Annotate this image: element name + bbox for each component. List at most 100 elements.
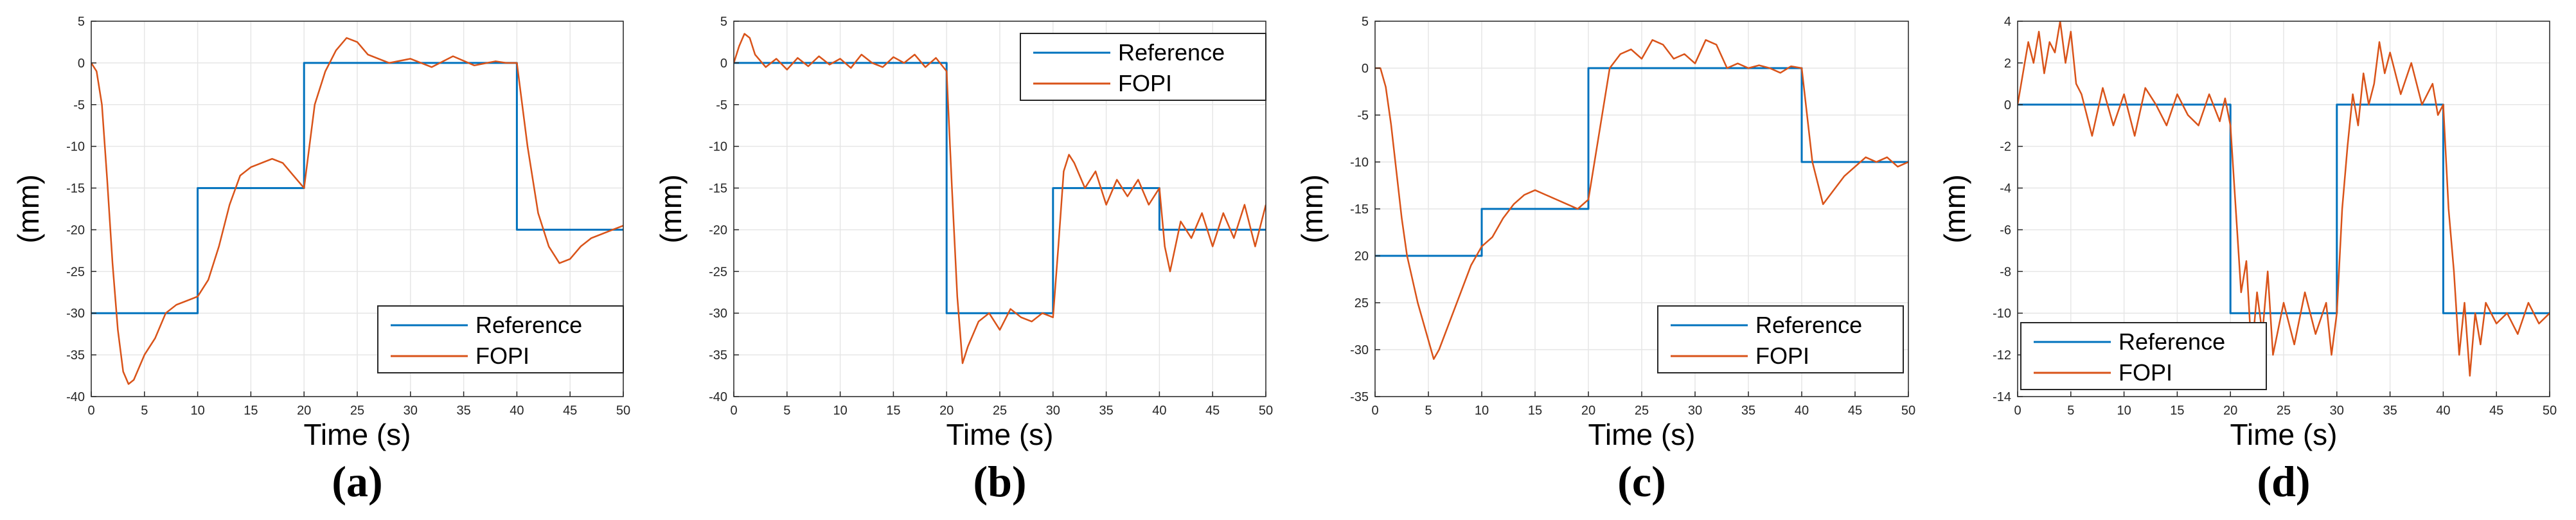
x-axis-label: Time (s) bbox=[1588, 418, 1696, 451]
y-tick-label: -10 bbox=[709, 140, 727, 154]
x-tick-label: 5 bbox=[141, 404, 148, 418]
y-tick-label: -8 bbox=[2000, 265, 2011, 279]
y-tick-label: 20 bbox=[1355, 249, 1369, 264]
legend-box bbox=[1657, 305, 1904, 373]
legend-label: FOPI bbox=[2119, 359, 2172, 386]
y-tick-label: -14 bbox=[1993, 390, 2011, 404]
x-tick-label: 25 bbox=[350, 404, 364, 418]
legend: Reference FOPI bbox=[1020, 33, 1266, 101]
x-tick-label: 0 bbox=[730, 404, 737, 418]
series-line-reference bbox=[91, 62, 623, 314]
panel-label: (b) bbox=[973, 457, 1026, 506]
y-tick-label: -5 bbox=[1357, 109, 1369, 123]
legend-label: Reference bbox=[475, 312, 582, 338]
x-tick-label: 20 bbox=[2223, 404, 2237, 418]
x-tick-label: 0 bbox=[2014, 404, 2021, 418]
legend: Reference FOPI bbox=[2020, 322, 2267, 390]
x-axis-label: Time (s) bbox=[946, 418, 1054, 451]
x-tick-label: 10 bbox=[1475, 404, 1489, 418]
x-tick-label: 45 bbox=[2489, 404, 2503, 418]
x-tick-label: 0 bbox=[87, 404, 94, 418]
x-tick-label: 40 bbox=[2436, 404, 2450, 418]
chart-panel-1: 0 5 10 15 20 25 30 35 40 45 50-40-35-30-25-20-15-1… bbox=[12, 15, 630, 506]
x-tick-label: 40 bbox=[1795, 404, 1809, 418]
x-tick-label: 30 bbox=[1046, 404, 1060, 418]
legend-label: FOPI bbox=[1118, 70, 1172, 96]
x-axis-label: Time (s) bbox=[304, 418, 411, 451]
y-tick-label: -30 bbox=[1350, 343, 1369, 357]
chart-panel-3: 0 5 10 15 20 25 30 35 40 45 50 -35 -30 25 20 -15 -10 -5 0 5… bbox=[1295, 15, 1915, 506]
x-tick-label: 35 bbox=[2383, 404, 2397, 418]
y-tick-label: 5 bbox=[78, 15, 85, 29]
x-tick-label: 35 bbox=[456, 404, 470, 418]
y-tick-label: -25 bbox=[66, 265, 85, 279]
x-tick-label: 25 bbox=[993, 404, 1007, 418]
y-tick-label: -10 bbox=[1350, 156, 1369, 170]
x-tick-label: 45 bbox=[1848, 404, 1862, 418]
x-tick-label: 40 bbox=[510, 404, 524, 418]
y-tick-label: -4 bbox=[2000, 182, 2011, 196]
x-tick-label: 30 bbox=[2330, 404, 2344, 418]
y-tick-label: 5 bbox=[1362, 15, 1369, 29]
x-tick-label: 0 bbox=[1371, 404, 1378, 418]
x-tick-label: 50 bbox=[2543, 404, 2557, 418]
legend-box bbox=[377, 305, 624, 373]
x-axis-label: Time (s) bbox=[2230, 418, 2338, 451]
y-tick-label: -10 bbox=[1993, 307, 2011, 321]
x-tick-label: 10 bbox=[833, 404, 847, 418]
y-tick-label: 2 bbox=[2004, 57, 2011, 71]
y-tick-label: 0 bbox=[2004, 98, 2011, 112]
legend-box bbox=[1020, 33, 1266, 101]
y-tick-label: 0 bbox=[78, 57, 85, 71]
x-tick-label: 40 bbox=[1152, 404, 1166, 418]
x-tick-label: 45 bbox=[1205, 404, 1220, 418]
y-tick-label: -40 bbox=[709, 390, 727, 404]
x-tick-label: 30 bbox=[404, 404, 418, 418]
legend-label: Reference bbox=[2119, 328, 2225, 355]
legend-label: Reference bbox=[1118, 39, 1225, 66]
x-tick-label: 50 bbox=[616, 404, 630, 418]
x-tick-label: 5 bbox=[2067, 404, 2074, 418]
x-tick-label: 15 bbox=[2170, 404, 2184, 418]
y-tick-label: -5 bbox=[716, 98, 727, 112]
x-tick-label: 35 bbox=[1099, 404, 1113, 418]
x-tick-label: 15 bbox=[244, 404, 258, 418]
y-tick-label: -25 bbox=[709, 265, 727, 279]
y-axis-label: (mm) bbox=[12, 174, 45, 243]
legend-box bbox=[2020, 322, 2267, 390]
x-tick-label: 25 bbox=[1635, 404, 1649, 418]
y-tick-label: -40 bbox=[66, 390, 85, 404]
y-tick-label: -35 bbox=[709, 348, 727, 363]
legend-label: FOPI bbox=[475, 343, 529, 369]
x-tick-label: 15 bbox=[1528, 404, 1542, 418]
y-axis-label: (mm) bbox=[654, 174, 688, 243]
y-tick-label: -12 bbox=[1993, 348, 2011, 363]
y-tick-label: -10 bbox=[66, 140, 85, 154]
y-axis-label: (mm) bbox=[1938, 174, 1971, 243]
y-tick-label: 4 bbox=[2004, 15, 2011, 29]
y-tick-label: -35 bbox=[1350, 390, 1369, 404]
legend-label: FOPI bbox=[1755, 343, 1809, 369]
series-line-reference bbox=[734, 62, 1266, 314]
x-tick-label: 5 bbox=[783, 404, 790, 418]
x-tick-label: 10 bbox=[2117, 404, 2131, 418]
x-tick-label: 50 bbox=[1901, 404, 1915, 418]
y-tick-label: -5 bbox=[73, 98, 85, 112]
x-tick-label: 50 bbox=[1259, 404, 1273, 418]
y-tick-label: -20 bbox=[709, 223, 727, 237]
chart-panel-2: 0 5 10 15 20 25 30 35 40 45 50-40-35-30-25-20-15-1… bbox=[654, 15, 1273, 506]
series-line-fopi bbox=[91, 37, 623, 385]
series-line-fopi bbox=[1375, 39, 1908, 360]
series-line-fopi bbox=[734, 33, 1266, 364]
y-tick-label: -6 bbox=[2000, 223, 2011, 237]
x-tick-label: 25 bbox=[2277, 404, 2291, 418]
y-tick-label: 5 bbox=[720, 15, 727, 29]
x-tick-label: 35 bbox=[1741, 404, 1755, 418]
chart-panel-4: 0 5 10 15 20 25 30 35 40 45 50 -14 -12 -10 -8 -6 -4 -2 0 2 4… bbox=[1938, 15, 2557, 506]
x-tick-label: 10 bbox=[190, 404, 204, 418]
y-axis-label: (mm) bbox=[1295, 174, 1329, 243]
legend-label: Reference bbox=[1755, 312, 1862, 338]
x-tick-label: 20 bbox=[939, 404, 954, 418]
panel-label: (d) bbox=[2257, 457, 2310, 506]
